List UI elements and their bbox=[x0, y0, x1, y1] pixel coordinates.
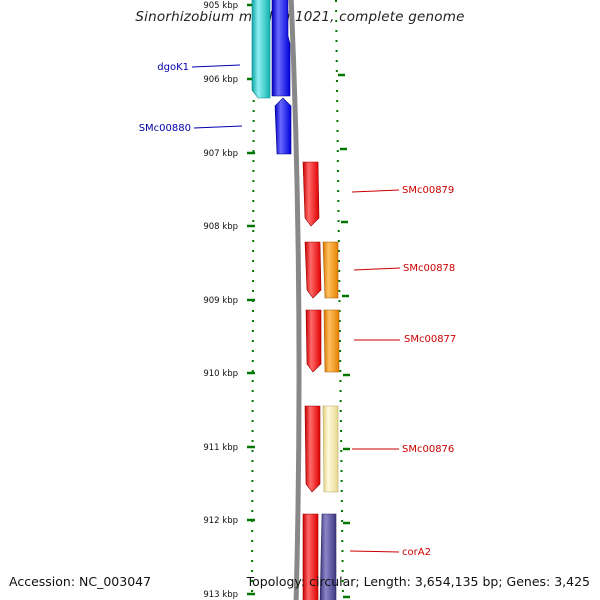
gene-arrow-corA2-slate[interactable] bbox=[319, 513, 337, 600]
leader-line-SMc00879 bbox=[351, 189, 400, 193]
accession-text: Accession: NC_003047 bbox=[9, 574, 152, 589]
leader-line-corA2 bbox=[349, 550, 400, 553]
gene-label-SMc00876[interactable]: SMc00876 bbox=[402, 444, 454, 455]
tick-label-908: 908 kbp bbox=[203, 222, 238, 232]
tick-label-913: 913 kbp bbox=[203, 590, 238, 600]
gene-arrow-SMc00877-red[interactable] bbox=[305, 309, 322, 373]
tick-label-909: 909 kbp bbox=[203, 296, 238, 306]
tick-label-905: 905 kbp bbox=[203, 1, 238, 11]
tick-label-910: 910 kbp bbox=[203, 369, 238, 379]
leader-line-dgoK1 bbox=[191, 64, 241, 68]
outer-dotted-track bbox=[335, 0, 344, 600]
gene-label-SMc00879[interactable]: SMc00879 bbox=[402, 185, 454, 196]
tick-label-911: 911 kbp bbox=[203, 443, 238, 453]
leader-line-SMc00878 bbox=[353, 267, 401, 271]
topology-text: Topology: circular; Length: 3,654,135 bp… bbox=[246, 574, 590, 589]
gene-arrow-SMc00876-red[interactable] bbox=[304, 405, 321, 493]
gene-arrow-SMc00879[interactable] bbox=[302, 161, 320, 227]
gene-label-SMc00877[interactable]: SMc00877 bbox=[404, 334, 456, 345]
tick-label-906: 906 kbp bbox=[203, 75, 238, 85]
gene-arrow-SMc00878-red[interactable] bbox=[304, 241, 322, 299]
gene-label-SMc00880[interactable]: SMc00880 bbox=[139, 123, 191, 134]
genome-title: Sinorhizobium meliloti 1021, complete ge… bbox=[135, 9, 465, 25]
gene-label-SMc00878[interactable]: SMc00878 bbox=[403, 263, 455, 274]
gene-label-corA2[interactable]: corA2 bbox=[402, 547, 431, 558]
ruler-ticks bbox=[247, 3, 350, 599]
gene-arrow-SMc00877-orange[interactable] bbox=[323, 309, 340, 373]
gene-arrow-corA2-red[interactable] bbox=[302, 513, 319, 600]
gene-arrow-dgoK1-blue[interactable] bbox=[271, 0, 291, 97]
gene-label-dgoK1[interactable]: dgoK1 bbox=[157, 62, 189, 73]
genome-backbone bbox=[288, 0, 302, 600]
tick-label-912: 912 kbp bbox=[203, 516, 238, 526]
gene-arrow-SMc00880[interactable] bbox=[274, 97, 292, 155]
tick-label-907: 907 kbp bbox=[203, 149, 238, 159]
gene-arrow-SMc00876-yellow[interactable] bbox=[322, 405, 339, 493]
gene-arrow-dgoK1-cyan[interactable] bbox=[251, 0, 271, 99]
gene-arrow-SMc00878-orange[interactable] bbox=[322, 241, 339, 299]
leader-line-SMc00880 bbox=[193, 125, 243, 129]
